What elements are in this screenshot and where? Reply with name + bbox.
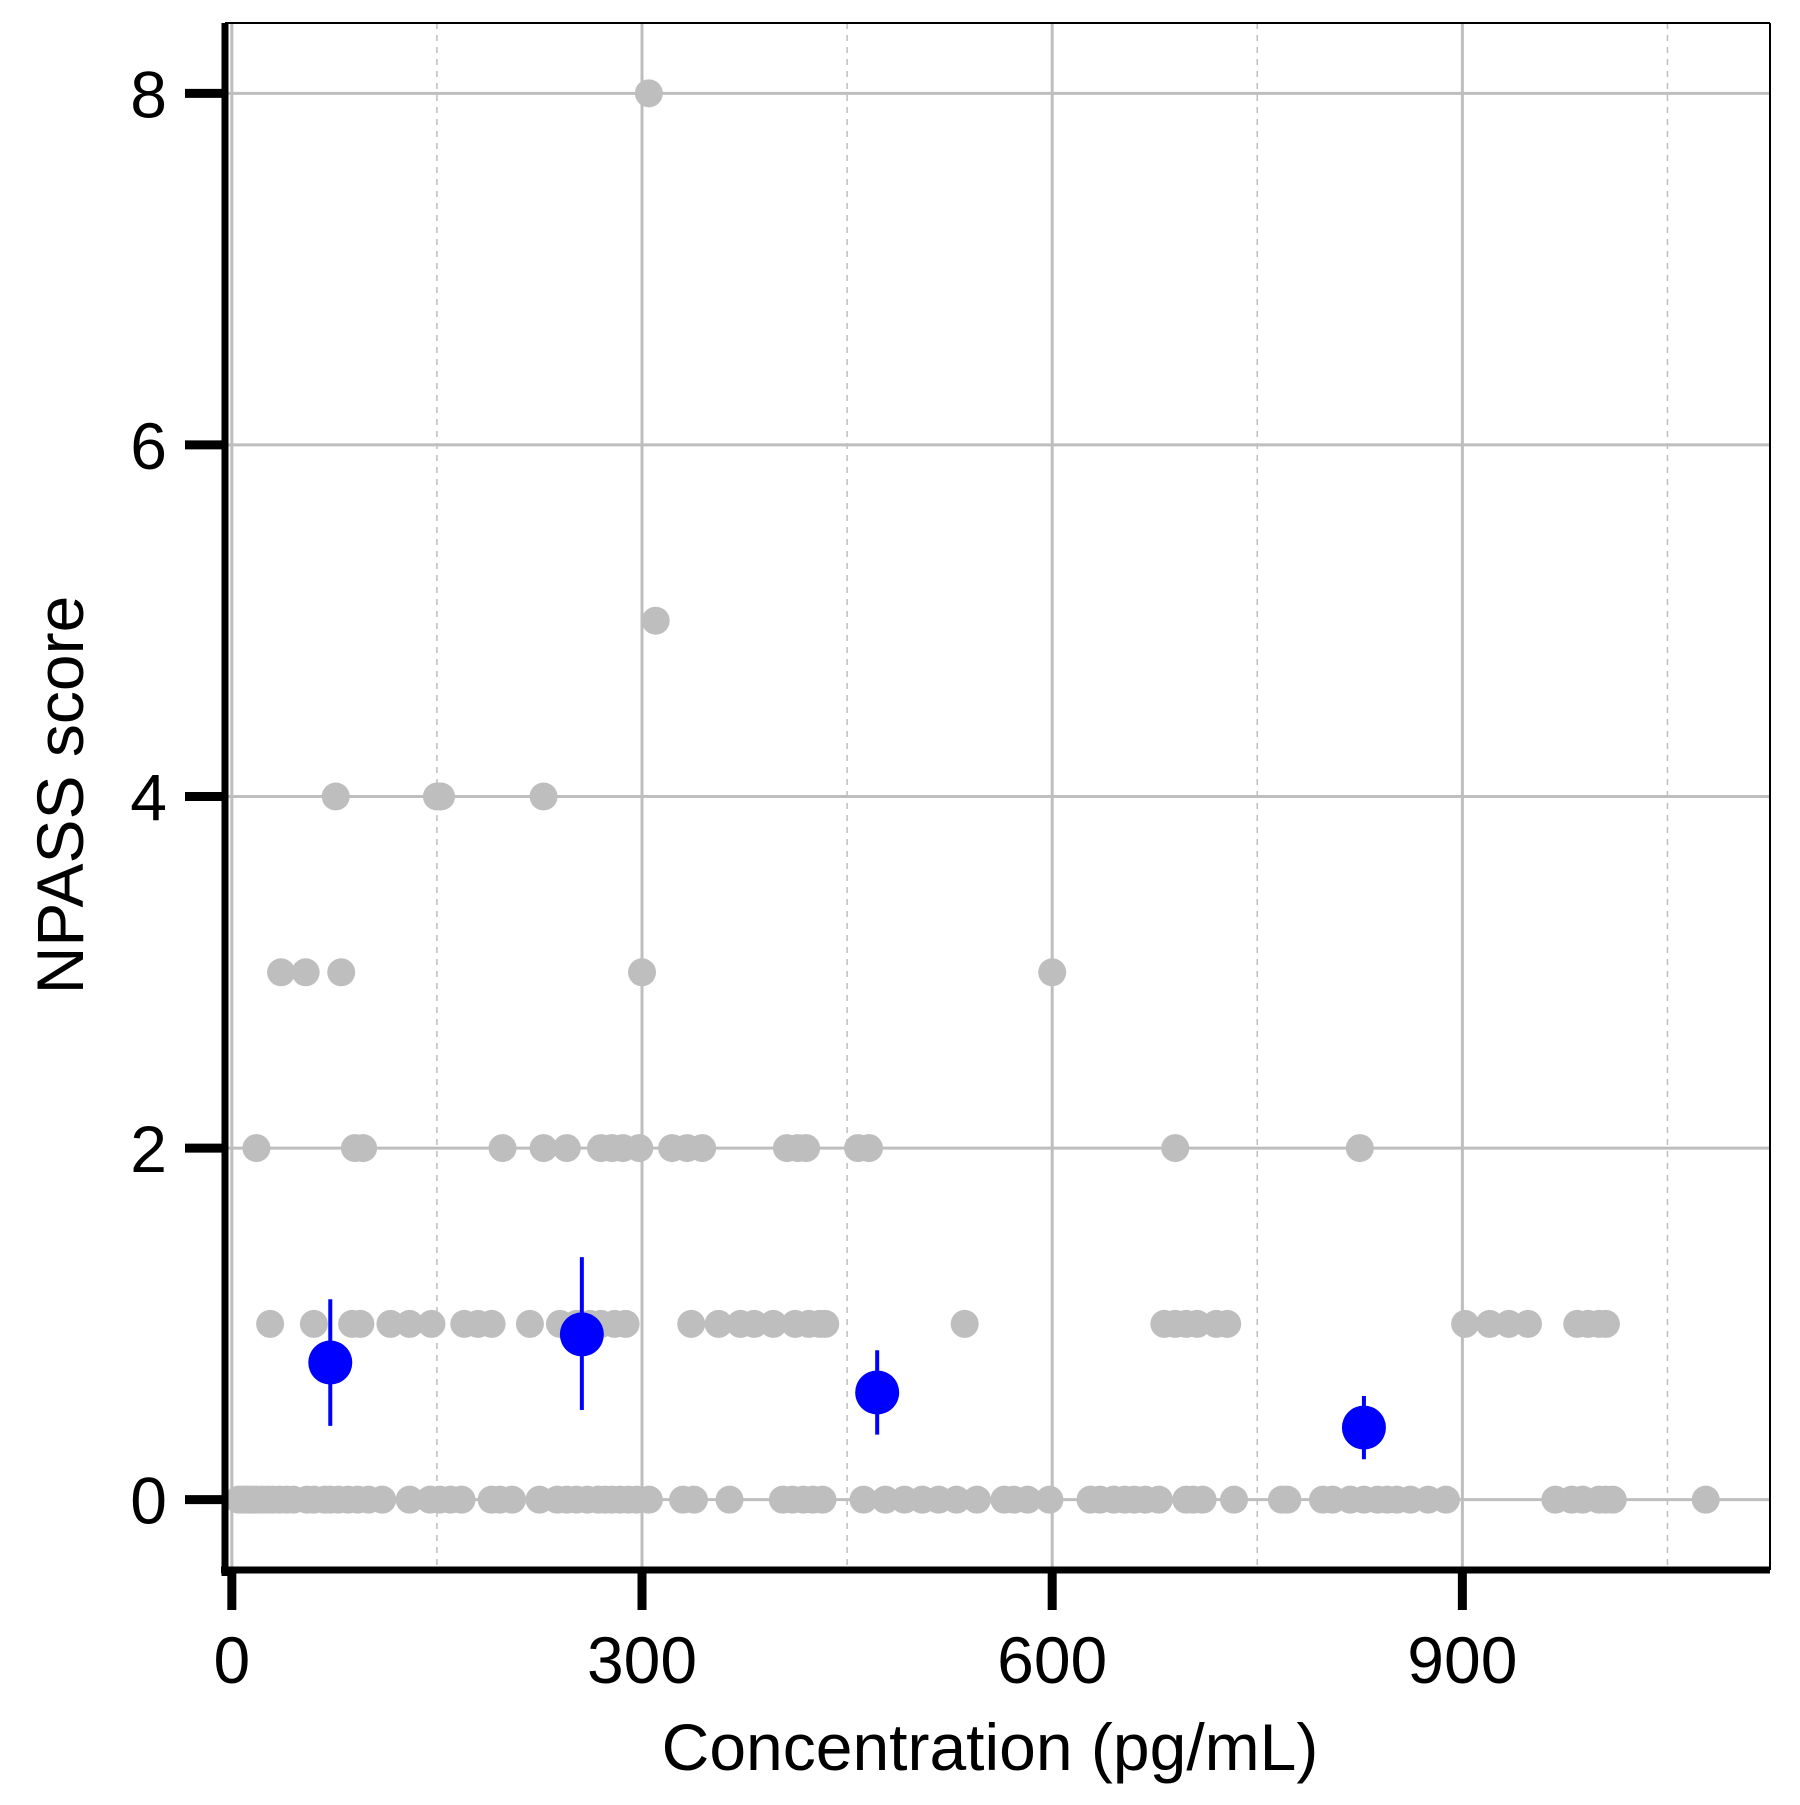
raw-data-point bbox=[327, 958, 356, 987]
raw-data-point bbox=[1598, 1485, 1627, 1514]
raw-data-point bbox=[625, 1134, 654, 1163]
raw-data-point bbox=[641, 606, 670, 635]
raw-data-point bbox=[376, 1309, 405, 1338]
raw-data-point bbox=[715, 1485, 744, 1514]
raw-data-point bbox=[477, 1309, 506, 1338]
raw-data-point bbox=[1451, 1309, 1480, 1338]
y-tick-label: 6 bbox=[130, 409, 167, 483]
raw-data-point bbox=[634, 79, 663, 108]
x-tick-label: 300 bbox=[587, 1623, 697, 1697]
raw-data-point bbox=[1345, 1134, 1374, 1163]
raw-data-point bbox=[1494, 1309, 1523, 1338]
raw-data-point bbox=[447, 1485, 476, 1514]
raw-data-point bbox=[942, 1485, 971, 1514]
raw-data-point bbox=[1513, 1309, 1542, 1338]
raw-data-point bbox=[515, 1309, 544, 1338]
raw-data-point bbox=[628, 958, 657, 987]
raw-data-point bbox=[1213, 1309, 1242, 1338]
raw-data-point bbox=[871, 1485, 900, 1514]
raw-data-point bbox=[321, 782, 350, 811]
raw-data-point bbox=[950, 1309, 979, 1338]
mean-point bbox=[1341, 1405, 1386, 1450]
raw-data-point bbox=[679, 1485, 708, 1514]
raw-data-point bbox=[346, 1309, 375, 1338]
raw-data-point bbox=[498, 1485, 527, 1514]
raw-data-point bbox=[1188, 1485, 1217, 1514]
x-axis-title: Concentration (pg/mL) bbox=[662, 1710, 1319, 1784]
raw-data-point bbox=[299, 1309, 328, 1338]
raw-data-point bbox=[962, 1485, 991, 1514]
raw-data-point bbox=[1035, 1485, 1064, 1514]
raw-data-point bbox=[688, 1134, 717, 1163]
x-tick-label: 600 bbox=[997, 1623, 1107, 1697]
y-tick-label: 4 bbox=[130, 761, 167, 835]
raw-data-point bbox=[417, 1309, 446, 1338]
mean-point bbox=[559, 1312, 604, 1357]
raw-data-point bbox=[808, 1485, 837, 1514]
raw-data-point bbox=[529, 782, 558, 811]
raw-data-point bbox=[488, 1134, 517, 1163]
raw-data-point bbox=[611, 1309, 640, 1338]
y-axis-title: NPASS score bbox=[23, 596, 97, 995]
raw-data-point bbox=[1431, 1485, 1460, 1514]
raw-data-point bbox=[267, 958, 296, 987]
mean-point bbox=[308, 1340, 353, 1385]
raw-data-point bbox=[849, 1485, 878, 1514]
raw-data-point bbox=[1220, 1485, 1249, 1514]
raw-data-point bbox=[529, 1134, 558, 1163]
raw-data-point bbox=[1273, 1485, 1302, 1514]
mean-point bbox=[855, 1370, 900, 1415]
raw-data-point bbox=[854, 1134, 883, 1163]
raw-data-point bbox=[349, 1134, 378, 1163]
raw-data-point bbox=[811, 1309, 840, 1338]
raw-data-point bbox=[1013, 1485, 1042, 1514]
y-tick-label: 2 bbox=[130, 1112, 167, 1186]
raw-data-point bbox=[1144, 1485, 1173, 1514]
raw-data-point bbox=[291, 958, 320, 987]
raw-data-point bbox=[792, 1134, 821, 1163]
raw-data-point bbox=[368, 1485, 397, 1514]
raw-data-point bbox=[677, 1309, 706, 1338]
raw-data-point bbox=[552, 1134, 581, 1163]
raw-data-point bbox=[395, 1485, 424, 1514]
x-tick-label: 900 bbox=[1407, 1623, 1517, 1697]
x-tick-label: 0 bbox=[213, 1623, 250, 1697]
raw-data-point bbox=[704, 1309, 733, 1338]
raw-data-point bbox=[427, 782, 456, 811]
raw-data-point bbox=[1038, 958, 1067, 987]
raw-data-point bbox=[740, 1309, 769, 1338]
y-tick-label: 0 bbox=[130, 1464, 167, 1538]
raw-data-point bbox=[395, 1309, 424, 1338]
raw-data-point bbox=[1475, 1309, 1504, 1338]
raw-data-point bbox=[1591, 1309, 1620, 1338]
raw-data-point bbox=[1183, 1309, 1212, 1338]
raw-data-point bbox=[634, 1485, 663, 1514]
raw-data-point bbox=[256, 1309, 285, 1338]
y-tick-label: 8 bbox=[130, 57, 167, 131]
raw-data-point bbox=[1691, 1485, 1720, 1514]
raw-data-point bbox=[242, 1134, 271, 1163]
raw-data-point bbox=[759, 1309, 788, 1338]
raw-data-point bbox=[1161, 1134, 1190, 1163]
